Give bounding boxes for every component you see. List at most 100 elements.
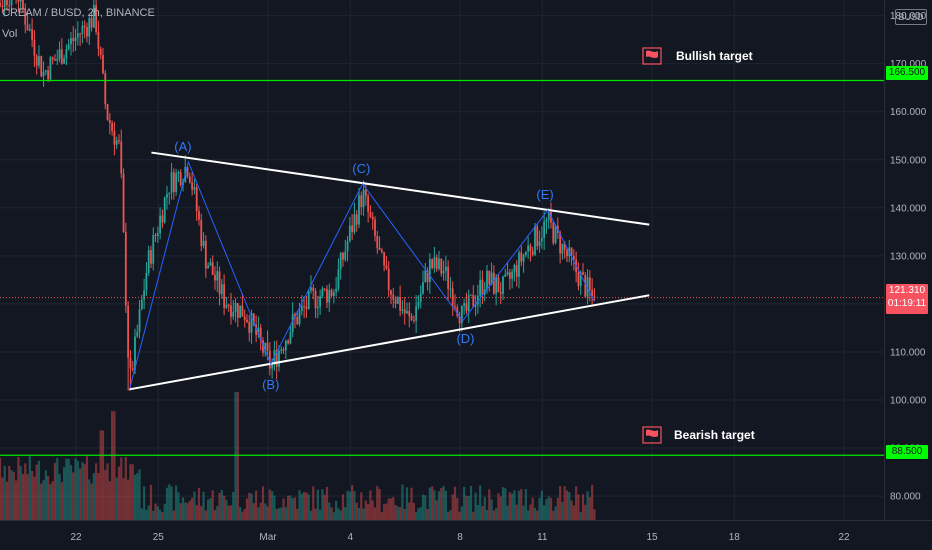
volume-bar xyxy=(524,488,527,520)
volume-bar xyxy=(456,497,459,520)
volume-bar xyxy=(97,473,100,520)
volume-bar xyxy=(405,487,409,520)
volume-bar xyxy=(533,507,537,520)
bullish-target-label[interactable]: Bullish target xyxy=(642,46,753,66)
candle-body xyxy=(40,56,43,77)
candle-body xyxy=(49,57,52,80)
volume-bar xyxy=(10,470,13,520)
volume-bar xyxy=(163,503,166,520)
candle-body xyxy=(433,257,436,269)
volume-bar xyxy=(90,483,93,520)
volume-bar xyxy=(348,491,351,520)
candle-body xyxy=(415,306,418,321)
candle-body xyxy=(99,48,102,55)
volume-bar xyxy=(367,504,370,520)
candle-body xyxy=(54,59,56,61)
y-tick-label: 80.000 xyxy=(890,492,921,503)
symbol-title[interactable]: CREAM / BUSD, 2h, BINANCE xyxy=(2,7,155,19)
volume-bar xyxy=(42,480,45,520)
volume-bar xyxy=(133,474,137,520)
volume-bar xyxy=(513,490,516,520)
volume-bar xyxy=(108,481,111,520)
volume-bar xyxy=(463,486,466,520)
candle-body xyxy=(444,266,447,271)
volume-bar xyxy=(49,484,52,520)
volume-bar xyxy=(511,493,514,520)
candle-body xyxy=(143,290,146,300)
candle-body xyxy=(106,104,109,121)
volume-bar xyxy=(575,486,578,520)
candle-body xyxy=(506,272,509,275)
bearish-target-label[interactable]: Bearish target xyxy=(642,425,755,445)
candle-body xyxy=(367,195,370,212)
volume-bar xyxy=(239,507,242,520)
candle-body xyxy=(559,232,562,254)
candle-body xyxy=(232,311,235,317)
volume-bar xyxy=(339,510,342,520)
drawings: (A) (B) (C) (D) (E) xyxy=(0,79,884,456)
volume-indicator-label[interactable]: Vol xyxy=(2,28,18,40)
volume-bar xyxy=(156,506,159,520)
volume-bar xyxy=(204,510,207,520)
candle-body xyxy=(214,274,216,281)
candle-body xyxy=(438,258,440,269)
volume-bar xyxy=(453,486,457,520)
volume-bar xyxy=(426,509,429,520)
candle-body xyxy=(358,195,360,225)
candle-body xyxy=(140,299,143,310)
volume-bar xyxy=(117,466,121,520)
volume-bar xyxy=(83,463,86,520)
volume-bar xyxy=(431,486,434,520)
volume-bar xyxy=(53,462,57,520)
volume-bar xyxy=(177,492,180,520)
candle-body xyxy=(58,49,61,59)
volume-bar xyxy=(197,487,201,520)
volume-bar xyxy=(319,509,322,520)
volume-bar xyxy=(24,463,27,520)
volume-bar xyxy=(37,460,41,520)
volume-bar xyxy=(44,470,47,520)
volume-bar xyxy=(213,509,217,520)
candle-body xyxy=(538,241,541,247)
candle-body xyxy=(191,182,194,190)
volume-bar xyxy=(389,498,393,520)
candle-body xyxy=(490,272,493,285)
candle-body xyxy=(323,288,326,290)
volume-bar xyxy=(35,464,38,520)
volume-bar xyxy=(394,505,397,520)
volume-bar xyxy=(591,484,594,520)
currency-badge[interactable]: BUSD xyxy=(895,9,927,25)
volume-bar xyxy=(403,509,406,520)
volume-bar xyxy=(497,493,500,520)
volume-bar xyxy=(131,464,134,520)
candle-body xyxy=(28,29,31,31)
volume-bar xyxy=(268,489,271,520)
candle-body xyxy=(353,214,356,233)
candle-body xyxy=(529,245,532,252)
candle-body xyxy=(1,6,4,8)
volume-bar xyxy=(522,505,525,520)
candle-body xyxy=(225,304,228,308)
candle-body xyxy=(344,251,347,260)
candle-body xyxy=(380,249,383,253)
candle-body xyxy=(264,342,267,353)
volume-bar xyxy=(88,479,91,520)
candle-body xyxy=(447,266,450,289)
candle-body xyxy=(227,304,230,306)
volume-bar xyxy=(314,508,317,520)
candle-body xyxy=(168,192,171,195)
volume-bar xyxy=(581,494,585,520)
candle-body xyxy=(497,277,500,293)
volume-bar xyxy=(490,499,493,520)
volume-bar xyxy=(515,504,518,520)
volume-bar xyxy=(351,485,354,520)
candle-body xyxy=(337,269,340,289)
volume-bar xyxy=(193,491,196,520)
volume-bar xyxy=(129,464,132,520)
candle-body xyxy=(362,189,365,208)
volume-bar xyxy=(531,497,534,520)
flag-icon xyxy=(642,47,662,65)
volume-bar xyxy=(335,500,338,520)
candle-body xyxy=(170,172,173,193)
